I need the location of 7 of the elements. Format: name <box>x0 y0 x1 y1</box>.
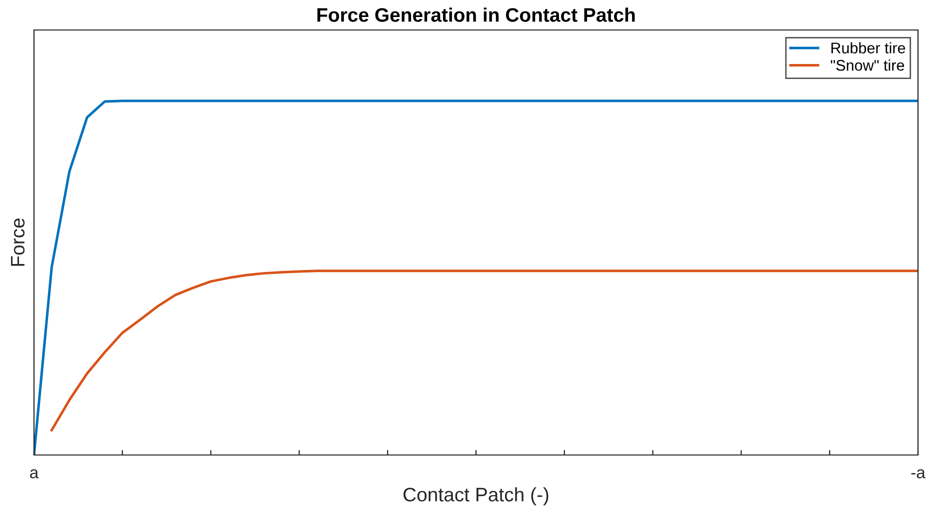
chart-title: Force Generation in Contact Patch <box>317 8 635 22</box>
legend-label: "Snow" tire <box>830 60 904 71</box>
legend-label: Rubber tire <box>831 42 906 54</box>
y-axis-title: Force <box>11 218 25 266</box>
x-tick-label: a <box>30 469 39 478</box>
x-axis-title: Contact Patch (-) <box>404 487 548 506</box>
x-tick-label: -a <box>911 469 926 478</box>
